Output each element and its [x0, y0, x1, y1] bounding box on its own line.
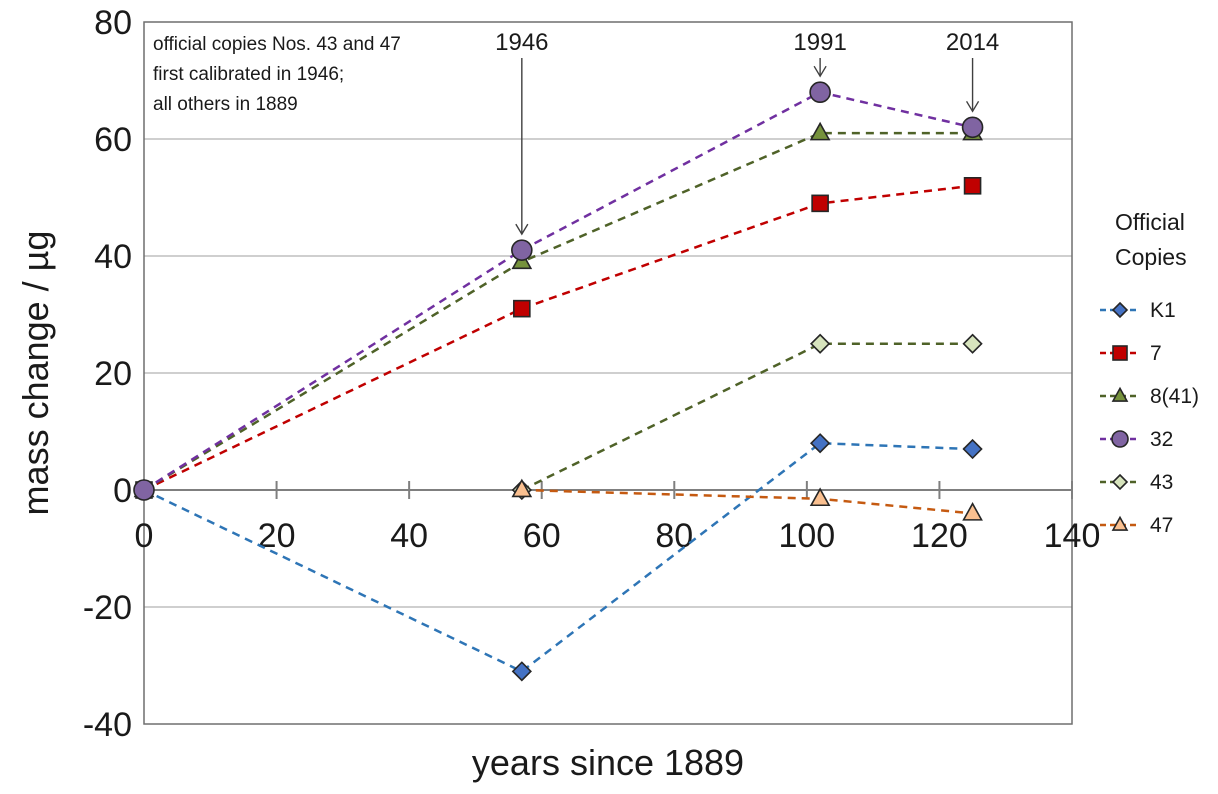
legend-marker — [1111, 515, 1129, 531]
calibration-note: official copies Nos. 43 and 47 first cali… — [153, 34, 401, 115]
y-tick-label: 0 — [113, 472, 132, 510]
x-tick-label: 80 — [655, 517, 693, 555]
series-markers-8(41) — [133, 121, 983, 498]
legend-entry-47: 47 — [1100, 514, 1173, 537]
x-tick-label: 40 — [390, 517, 428, 555]
data-point — [962, 333, 983, 354]
series-43 — [521, 342, 973, 492]
series-line — [143, 184, 973, 492]
x-axis-title: years since 1889 — [472, 742, 744, 783]
series-line — [143, 90, 973, 492]
legend-label: 8(41) — [1150, 385, 1199, 408]
y-tick-label: -40 — [83, 706, 132, 744]
legend-title: Copies — [1115, 244, 1187, 270]
data-point — [809, 487, 831, 507]
plot-area-frame — [143, 21, 1073, 725]
note-line: first calibrated in 1946; — [153, 64, 344, 85]
data-point — [963, 177, 982, 195]
legend-marker — [1111, 473, 1129, 491]
series-markers-43 — [511, 333, 983, 501]
series-line — [521, 488, 973, 515]
series-32 — [143, 90, 973, 492]
data-point — [809, 81, 831, 103]
legend-label: 43 — [1150, 471, 1173, 494]
legend-label: 47 — [1150, 514, 1173, 537]
callout-label: 1946 — [495, 29, 548, 56]
data-point — [811, 194, 829, 213]
legend-entry-7: 7 — [1100, 342, 1162, 365]
series-layer — [133, 81, 984, 682]
series-line — [521, 342, 973, 492]
y-tick-label: -20 — [83, 589, 132, 627]
note-line: official copies Nos. 43 and 47 — [153, 34, 401, 55]
data-point — [962, 502, 983, 521]
year-callouts: 1946 1991 2014 — [495, 29, 999, 236]
legend-marker — [1112, 345, 1128, 361]
legend-label: 32 — [1150, 428, 1173, 451]
y-axis: 80 60 40 20 0 -20 -40 — [83, 4, 132, 744]
legend-label: 7 — [1150, 342, 1162, 365]
data-point — [961, 116, 984, 139]
legend: Official Copies K1 7 8(41) 32 43 47 — [1100, 209, 1199, 537]
legend-marker — [1111, 301, 1129, 319]
x-axis: 0 20 40 60 80 100 120 140 — [135, 481, 1101, 555]
data-point — [511, 661, 532, 682]
data-point — [511, 478, 533, 498]
legend-entry-8(41): 8(41) — [1100, 385, 1199, 408]
legend-label: K1 — [1150, 299, 1176, 322]
note-line: all others in 1889 — [153, 94, 298, 115]
legend-marker — [1111, 386, 1129, 402]
series-K1 — [143, 441, 973, 673]
x-tick-label: 100 — [778, 517, 835, 555]
gridlines — [144, 138, 1072, 608]
y-tick-label: 20 — [94, 355, 132, 393]
x-tick-label: 0 — [135, 517, 154, 555]
data-point — [809, 333, 831, 354]
callout-arrow-head — [813, 65, 827, 78]
legend-marker — [1111, 430, 1129, 448]
series-7 — [143, 184, 973, 492]
y-tick-label: 60 — [94, 121, 132, 159]
data-point — [133, 479, 155, 501]
y-tick-label: 80 — [94, 4, 132, 42]
series-8(41) — [143, 131, 973, 492]
x-tick-label: 20 — [258, 517, 296, 555]
series-markers-32 — [133, 81, 984, 501]
callout-label: 2014 — [946, 29, 999, 56]
x-tick-label: 120 — [911, 517, 968, 555]
legend-title: Official — [1115, 209, 1185, 235]
x-tick-label: 140 — [1044, 517, 1101, 555]
y-tick-label: 40 — [94, 238, 132, 276]
legend-entry-K1: K1 — [1100, 299, 1176, 322]
series-markers-7 — [135, 177, 982, 499]
legend-entry-32: 32 — [1100, 428, 1173, 451]
series-line — [143, 441, 973, 673]
data-point — [809, 433, 831, 454]
data-point — [809, 121, 831, 141]
series-line — [143, 131, 973, 492]
callout-arrow-head — [965, 100, 980, 113]
series-markers-47 — [511, 478, 983, 521]
data-point — [962, 438, 983, 460]
callout-arrow-head — [515, 223, 529, 236]
data-point — [511, 239, 533, 261]
data-point — [513, 299, 531, 318]
callout-label: 1991 — [793, 29, 846, 56]
x-tick-label: 60 — [523, 517, 561, 555]
legend-entry-43: 43 — [1100, 471, 1173, 494]
y-axis-title: mass change / µg — [15, 231, 56, 516]
series-47 — [521, 488, 973, 515]
